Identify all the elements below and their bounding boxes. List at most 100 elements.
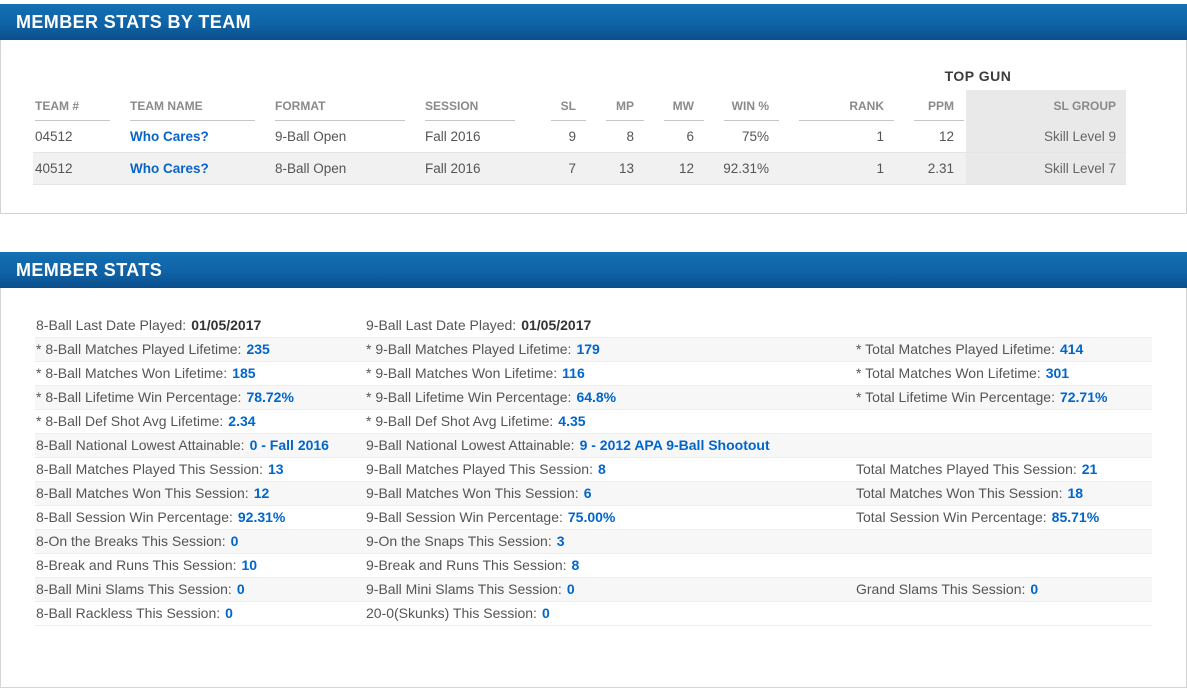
stat-8ball-matches-won-session: 8-Ball Matches Won This Session: 12	[36, 485, 366, 502]
team-name-cell: Who Cares?	[128, 152, 273, 185]
stat-value: 85.71%	[1051, 509, 1100, 525]
stat-value: 235	[246, 341, 270, 357]
team-row: 04512 Who Cares? 9-Ball Open Fall 2016 9…	[33, 121, 1126, 153]
win-pct-cell: 75%	[706, 121, 781, 153]
stat-value: 0 - Fall 2016	[249, 437, 329, 453]
stat-value: 2.34	[228, 413, 256, 429]
stat-row: 8-Ball Matches Played This Session: 13 9-…	[35, 458, 1152, 482]
stat-9ball-mini-slams: 9-Ball Mini Slams This Session: 0	[366, 581, 856, 598]
stat-label: * 8-Ball Matches Played Lifetime:	[36, 341, 242, 357]
stat-8ball-matches-played-lifetime: * 8-Ball Matches Played Lifetime: 235	[36, 341, 366, 358]
stat-empty	[856, 533, 1152, 550]
stat-row: 8-Ball Last Date Played: 01/05/2017 9-Bal…	[35, 314, 1152, 338]
stat-value: 414	[1059, 341, 1084, 357]
stat-row: 8-Ball National Lowest Attainable: 0 - Fa…	[35, 434, 1152, 458]
stat-label: 9-On the Snaps This Session:	[366, 533, 552, 549]
stat-label: Total Matches Played This Session:	[856, 461, 1077, 477]
stat-8ball-def-shot-avg: * 8-Ball Def Shot Avg Lifetime: 2.34	[36, 413, 366, 430]
stat-total-matches-played-session: Total Matches Played This Session: 21	[856, 461, 1152, 478]
stat-value: 13	[267, 461, 284, 477]
stat-value: 9 - 2012 APA 9-Ball Shootout	[579, 437, 770, 453]
mw-cell: 6	[646, 121, 706, 153]
stat-label: * 9-Ball Matches Won Lifetime:	[366, 365, 558, 381]
rank-cell: 1	[781, 152, 896, 185]
stat-total-session-win-pct: Total Session Win Percentage: 85.71%	[856, 509, 1152, 526]
stat-label: 8-Ball Last Date Played:	[36, 317, 187, 333]
stat-value: 185	[232, 365, 256, 381]
stat-row: 8-Break and Runs This Session: 10 9-Break…	[35, 554, 1152, 578]
stat-8ball-national-lowest: 8-Ball National Lowest Attainable: 0 - Fa…	[36, 437, 366, 454]
stat-8-break-and-runs: 8-Break and Runs This Session: 10	[36, 557, 366, 574]
stat-total-matches-won-session: Total Matches Won This Session: 18	[856, 485, 1152, 502]
col-win-pct: WIN %	[706, 90, 781, 121]
team-name-link[interactable]: Who Cares?	[130, 129, 209, 144]
member-section-header: MEMBER STATS	[0, 252, 1187, 288]
mp-cell: 8	[588, 121, 646, 153]
team-section-header: MEMBER STATS BY TEAM	[0, 4, 1187, 40]
stat-value: 0	[225, 605, 233, 621]
stat-label: Grand Slams This Session:	[856, 581, 1026, 597]
stat-value: 6	[583, 485, 592, 501]
rank-cell: 1	[781, 121, 896, 153]
stat-row: 8-Ball Session Win Percentage: 92.31% 9-B…	[35, 506, 1152, 530]
stat-label: * 9-Ball Matches Played Lifetime:	[366, 341, 572, 357]
team-number-cell: 40512	[33, 152, 128, 185]
stat-8-on-the-breaks: 8-On the Breaks This Session: 0	[36, 533, 366, 550]
stat-9-break-and-runs: 9-Break and Runs This Session: 8	[366, 557, 856, 574]
stat-value: 10	[241, 557, 258, 573]
team-section-box: TOP GUN TEAM # TEAM NAME FORMAT SESSION …	[0, 40, 1187, 214]
stat-empty	[856, 437, 1152, 454]
stat-9ball-matches-won-session: 9-Ball Matches Won This Session: 6	[366, 485, 856, 502]
format-cell: 9-Ball Open	[273, 121, 423, 153]
stat-value: 72.71%	[1059, 389, 1108, 405]
stat-total-lifetime-win-pct: * Total Lifetime Win Percentage: 72.71%	[856, 389, 1152, 406]
stat-skunks: 20-0(Skunks) This Session: 0	[366, 605, 856, 622]
sl-cell: 9	[533, 121, 588, 153]
sl-cell: 7	[533, 152, 588, 185]
stat-9ball-national-lowest: 9-Ball National Lowest Attainable: 9 - 20…	[366, 437, 856, 454]
stat-total-matches-won-lifetime: * Total Matches Won Lifetime: 301	[856, 365, 1152, 382]
stat-row: 8-On the Breaks This Session: 0 9-On the …	[35, 530, 1152, 554]
col-team-number: TEAM #	[33, 90, 128, 121]
stat-value: 0	[1030, 581, 1039, 597]
stat-value: 18	[1067, 485, 1084, 501]
stat-label: 20-0(Skunks) This Session:	[366, 605, 537, 621]
sl-group-cell: Skill Level 7	[966, 152, 1126, 185]
win-pct-cell: 92.31%	[706, 152, 781, 185]
stat-value: 01/05/2017	[191, 317, 262, 333]
stat-label: 9-Ball Matches Won This Session:	[366, 485, 579, 501]
stat-value: 0	[566, 581, 575, 597]
stat-9ball-last-date: 9-Ball Last Date Played: 01/05/2017	[366, 317, 856, 334]
col-team-name: TEAM NAME	[128, 90, 273, 121]
stat-empty	[856, 605, 1152, 622]
stat-8ball-rackless: 8-Ball Rackless This Session: 0	[36, 605, 366, 622]
stat-value: 301	[1045, 365, 1070, 381]
stat-label: * Total Matches Won Lifetime:	[856, 365, 1041, 381]
stat-label: 8-Ball National Lowest Attainable:	[36, 437, 245, 453]
stat-label: * 9-Ball Def Shot Avg Lifetime:	[366, 413, 554, 429]
col-mw: MW	[646, 90, 706, 121]
col-sl-group: SL GROUP	[966, 90, 1126, 121]
stat-label: 9-Ball Last Date Played:	[366, 317, 517, 333]
stat-label: * 8-Ball Matches Won Lifetime:	[36, 365, 228, 381]
stat-label: 8-On the Breaks This Session:	[36, 533, 226, 549]
stat-row: 8-Ball Matches Won This Session: 12 9-Bal…	[35, 482, 1152, 506]
stat-label: 9-Ball Session Win Percentage:	[366, 509, 563, 525]
stat-value: 8	[597, 461, 606, 477]
team-name-link[interactable]: Who Cares?	[130, 161, 209, 176]
stat-row: * 8-Ball Matches Won Lifetime: 185 * 9-Ba…	[35, 362, 1152, 386]
stat-label: 8-Ball Mini Slams This Session:	[36, 581, 232, 597]
stat-8ball-session-win-pct: 8-Ball Session Win Percentage: 92.31%	[36, 509, 366, 526]
stat-label: * 8-Ball Lifetime Win Percentage:	[36, 389, 242, 405]
team-number-cell: 04512	[33, 121, 128, 153]
stat-8ball-lifetime-win-pct: * 8-Ball Lifetime Win Percentage: 78.72%	[36, 389, 366, 406]
stat-label: * 9-Ball Lifetime Win Percentage:	[366, 389, 572, 405]
stat-row: * 8-Ball Lifetime Win Percentage: 78.72% …	[35, 386, 1152, 410]
stat-8ball-matches-won-lifetime: * 8-Ball Matches Won Lifetime: 185	[36, 365, 366, 382]
session-cell: Fall 2016	[423, 121, 533, 153]
format-cell: 8-Ball Open	[273, 152, 423, 185]
stat-row: 8-Ball Mini Slams This Session: 0 9-Ball …	[35, 578, 1152, 602]
stat-value: 179	[576, 341, 600, 357]
stat-value: 64.8%	[576, 389, 617, 405]
